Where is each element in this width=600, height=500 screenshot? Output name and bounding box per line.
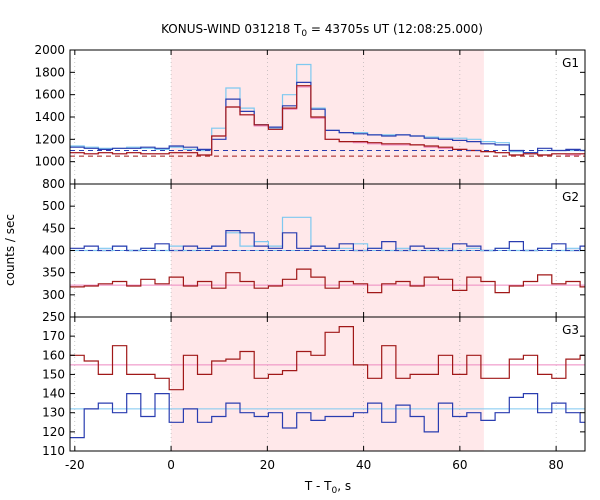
xtick-label-1: 0	[167, 458, 175, 472]
x-axis-label-rest: , s	[337, 479, 351, 493]
xtick-label-5: 80	[548, 458, 563, 472]
g3-ytick-label-3: 140	[42, 387, 65, 401]
g3-panel-label: G3	[562, 323, 579, 337]
g1-series-3	[70, 85, 585, 156]
g3-ytick-label-5: 160	[42, 348, 65, 362]
g2-series-4	[70, 268, 585, 294]
g2-ytick-label-3: 400	[42, 244, 65, 258]
g3-ytick-label-1: 120	[42, 425, 65, 439]
g3-series-1	[70, 326, 585, 391]
g3-panel-frame	[69, 316, 586, 452]
xtick-label-3: 40	[356, 458, 371, 472]
chart-title: KONUS-WIND 031218 T0 = 43705s UT (12:08:…	[161, 22, 483, 39]
g1-ytick-label-5: 1800	[34, 65, 65, 79]
g3-ytick-label-0: 110	[42, 444, 65, 458]
g2-ytick-label-2: 350	[42, 266, 65, 280]
g2-ytick-label-0: 250	[42, 310, 65, 324]
chart-title-rest: = 43705s UT (12:08:25.000)	[307, 22, 483, 36]
g2-panel-label: G2	[562, 190, 579, 204]
xtick-label-4: 60	[452, 458, 467, 472]
x-axis-label: T - T0, s	[304, 479, 351, 496]
g1-ytick-label-1: 1000	[34, 155, 65, 169]
g2-ytick-label-4: 450	[42, 221, 65, 235]
g3-ytick-label-4: 150	[42, 367, 65, 381]
chart-title-main: KONUS-WIND 031218 T	[161, 22, 302, 36]
g3-series-3	[70, 393, 585, 439]
g2-ytick-label-5: 500	[42, 199, 65, 213]
g3-ytick-label-6: 170	[42, 329, 65, 343]
g1-ytick-label-4: 1600	[34, 88, 65, 102]
g2-series-1	[70, 230, 585, 252]
g3-ytick-label-2: 130	[42, 406, 65, 420]
x-axis-label-subscript: 0	[332, 486, 338, 496]
g1-ytick-label-3: 1400	[34, 110, 65, 124]
g1-ytick-label-6: 2000	[34, 43, 65, 57]
g1-series-1	[70, 81, 585, 154]
x-axis-label-main: T - T	[304, 479, 332, 493]
xtick-label-0: -20	[65, 458, 85, 472]
g1-panel-label: G1	[562, 56, 579, 70]
xtick-label-2: 20	[260, 458, 275, 472]
g2-ytick-label-1: 300	[42, 288, 65, 302]
chart-title-subscript: 0	[301, 29, 307, 39]
y-axis-label: counts / sec	[3, 214, 17, 286]
plot-layer: 800100012001400160018002000G125030035040…	[34, 43, 586, 472]
g1-ytick-label-2: 1200	[34, 132, 65, 146]
g1-ytick-label-0: 800	[42, 177, 65, 191]
